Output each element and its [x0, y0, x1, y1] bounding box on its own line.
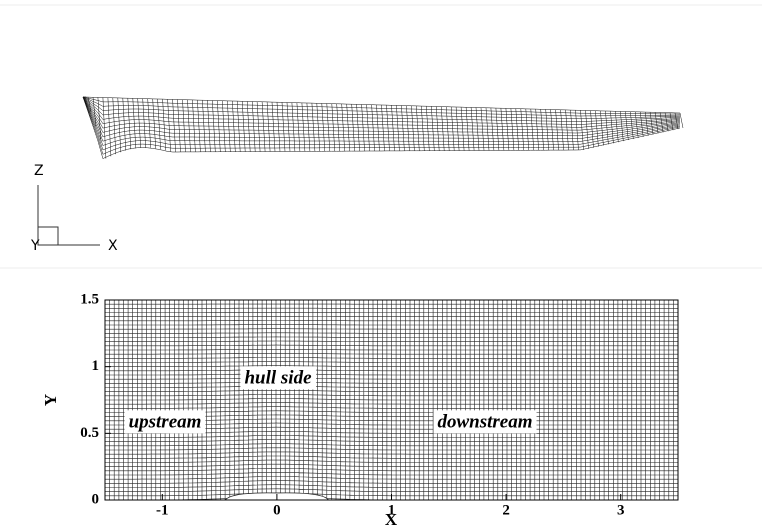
y-axis-label: Y: [41, 394, 60, 406]
annotation-box: [240, 366, 317, 390]
axis-triad: [37, 185, 100, 246]
annotation: upstream: [129, 411, 202, 432]
x-tick-label: 1: [388, 502, 396, 518]
x-tick-label: 3: [617, 502, 625, 518]
y-tick-label: 0.5: [80, 425, 99, 441]
hull-mesh: [82, 96, 684, 159]
y-tick-label: 0: [92, 491, 100, 507]
annotation-box: [124, 410, 206, 434]
x-tick-label: 0: [273, 502, 281, 518]
y-tick-label: 1.5: [80, 291, 99, 307]
mesh-lines: [82, 96, 684, 159]
x-axis-label: X: [385, 510, 398, 529]
mesh-lines: [104, 299, 679, 501]
x-tick-label: -1: [156, 502, 169, 518]
triad-label: X: [108, 238, 118, 254]
annotation: hull side: [244, 367, 312, 388]
triad-label: Y: [30, 238, 40, 254]
annotation: downstream: [437, 411, 532, 432]
y-tick-label: 1: [92, 358, 100, 374]
triad-label: Z: [34, 163, 44, 179]
annotation-box: [433, 410, 537, 434]
x-tick-label: 2: [502, 502, 510, 518]
